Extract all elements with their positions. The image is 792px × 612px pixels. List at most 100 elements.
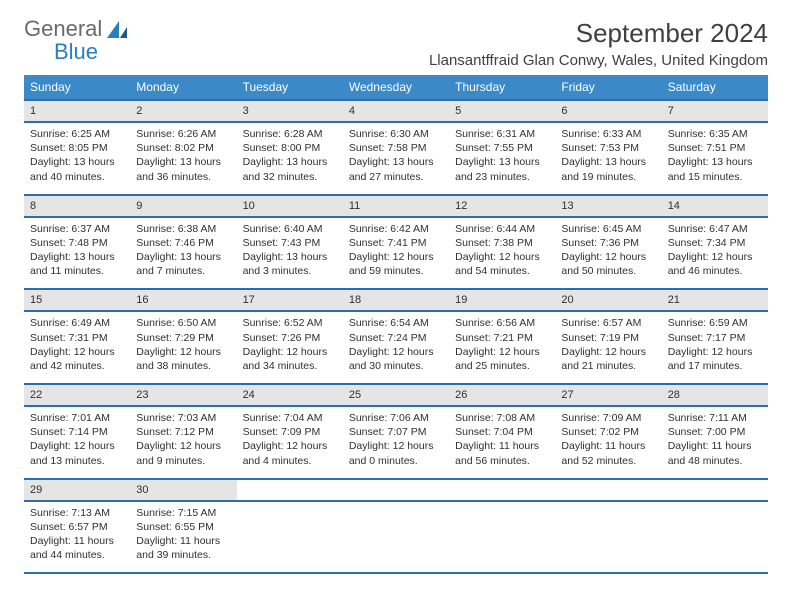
day-number-cell: 8: [24, 195, 130, 217]
weekday-header: Saturday: [662, 75, 768, 100]
title-block: September 2024 Llansantffraid Glan Conwy…: [429, 18, 768, 69]
daylight-line: Daylight: 13 hours and 3 minutes.: [243, 251, 328, 277]
sunrise-line: Sunrise: 6:33 AM: [561, 128, 641, 140]
day-number-cell: 29: [24, 479, 130, 501]
sunset-line: Sunset: 6:57 PM: [30, 521, 108, 533]
daylight-line: Daylight: 13 hours and 15 minutes.: [668, 156, 753, 182]
day-number-cell: 11: [343, 195, 449, 217]
daylight-line: Daylight: 12 hours and 30 minutes.: [349, 346, 434, 372]
day-data-cell: [237, 501, 343, 574]
sunrise-line: Sunrise: 6:26 AM: [136, 128, 216, 140]
day-number-cell: 22: [24, 384, 130, 406]
daylight-line: Daylight: 11 hours and 39 minutes.: [136, 535, 220, 561]
day-number-cell: 16: [130, 289, 236, 311]
day-data-cell: Sunrise: 6:25 AMSunset: 8:05 PMDaylight:…: [24, 122, 130, 195]
logo-word-1: General: [24, 16, 102, 41]
day-number-cell: 12: [449, 195, 555, 217]
sunset-line: Sunset: 7:12 PM: [136, 426, 214, 438]
day-data-cell: Sunrise: 7:06 AMSunset: 7:07 PMDaylight:…: [343, 406, 449, 479]
day-number-cell: [343, 479, 449, 501]
day-data-cell: Sunrise: 7:04 AMSunset: 7:09 PMDaylight:…: [237, 406, 343, 479]
daylight-line: Daylight: 11 hours and 56 minutes.: [455, 440, 539, 466]
sunrise-line: Sunrise: 6:50 AM: [136, 317, 216, 329]
sunrise-line: Sunrise: 7:13 AM: [30, 507, 110, 519]
day-data-cell: Sunrise: 6:50 AM Sunset: 7:29 PM Daylight:…: [130, 311, 236, 384]
sunset-line: Sunset: 8:02 PM: [136, 142, 214, 154]
day-data-cell: Sunrise: 6:30 AMSunset: 7:58 PMDaylight:…: [343, 122, 449, 195]
logo-sail-icon: [105, 18, 131, 49]
sunset-line: Sunset: 7:17 PM: [668, 332, 746, 344]
sunrise-line: Sunrise: 6:47 AM: [668, 223, 748, 235]
daylight-line: Daylight: 12 hours and 54 minutes.: [455, 251, 540, 277]
daylight-line: Daylight: 12 hours and 4 minutes.: [243, 440, 328, 466]
daylight-line: Daylight: 13 hours and 19 minutes.: [561, 156, 646, 182]
day-data-cell: Sunrise: 7:08 AMSunset: 7:04 PMDaylight:…: [449, 406, 555, 479]
day-data-cell: Sunrise: 6:49 AMSunset: 7:31 PMDaylight:…: [24, 311, 130, 384]
sunset-line: Sunset: 7:38 PM: [455, 237, 533, 249]
sunset-line: Sunset: 7:43 PM: [243, 237, 321, 249]
day-number-cell: 26: [449, 384, 555, 406]
daylight-line: Daylight: 11 hours and 52 minutes.: [561, 440, 645, 466]
header: General Blue September 2024 Llansantffra…: [24, 18, 768, 69]
sunrise-line: Sunrise: 7:09 AM: [561, 412, 641, 424]
sunset-line: Sunset: 7:04 PM: [455, 426, 533, 438]
calendar-table: Sunday Monday Tuesday Wednesday Thursday…: [24, 75, 768, 574]
day-data-cell: [555, 501, 661, 574]
weekday-header: Thursday: [449, 75, 555, 100]
day-number-cell: 14: [662, 195, 768, 217]
day-data-cell: Sunrise: 6:47 AMSunset: 7:34 PMDaylight:…: [662, 217, 768, 290]
sunset-line: Sunset: 7:31 PM: [30, 332, 108, 344]
day-number-cell: 20: [555, 289, 661, 311]
sunset-line: Sunset: 7:29 PM: [136, 332, 214, 344]
sunrise-line: Sunrise: 6:49 AM: [30, 317, 110, 329]
day-number-cell: 3: [237, 100, 343, 122]
day-data-cell: Sunrise: 7:13 AMSunset: 6:57 PMDaylight:…: [24, 501, 130, 574]
day-data-cell: Sunrise: 7:11 AMSunset: 7:00 PMDaylight:…: [662, 406, 768, 479]
day-data-cell: Sunrise: 6:28 AMSunset: 8:00 PMDaylight:…: [237, 122, 343, 195]
sunrise-line: Sunrise: 7:01 AM: [30, 412, 110, 424]
day-data-cell: Sunrise: 6:33 AMSunset: 7:53 PMDaylight:…: [555, 122, 661, 195]
location: Llansantffraid Glan Conwy, Wales, United…: [429, 52, 768, 69]
day-number-cell: 21: [662, 289, 768, 311]
day-data-cell: [449, 501, 555, 574]
sunset-line: Sunset: 8:05 PM: [30, 142, 108, 154]
day-data-cell: Sunrise: 6:42 AMSunset: 7:41 PMDaylight:…: [343, 217, 449, 290]
day-data-cell: Sunrise: 6:59 AMSunset: 7:17 PMDaylight:…: [662, 311, 768, 384]
sunset-line: Sunset: 7:41 PM: [349, 237, 427, 249]
day-data-cell: Sunrise: 6:37 AMSunset: 7:48 PMDaylight:…: [24, 217, 130, 290]
sunrise-line: Sunrise: 6:38 AM: [136, 223, 216, 235]
day-number-cell: 23: [130, 384, 236, 406]
sunset-line: Sunset: 7:34 PM: [668, 237, 746, 249]
sunset-line: Sunset: 7:46 PM: [136, 237, 214, 249]
sunset-line: Sunset: 8:00 PM: [243, 142, 321, 154]
day-data-cell: Sunrise: 6:31 AMSunset: 7:55 PMDaylight:…: [449, 122, 555, 195]
weekday-header: Friday: [555, 75, 661, 100]
sunrise-line: Sunrise: 7:06 AM: [349, 412, 429, 424]
day-data-cell: Sunrise: 6:45 AMSunset: 7:36 PMDaylight:…: [555, 217, 661, 290]
sunrise-line: Sunrise: 7:04 AM: [243, 412, 323, 424]
sunrise-line: Sunrise: 6:31 AM: [455, 128, 535, 140]
day-data-cell: Sunrise: 6:56 AMSunset: 7:21 PMDaylight:…: [449, 311, 555, 384]
day-data-cell: Sunrise: 6:40 AM Sunset: 7:43 PM Daylight:…: [237, 217, 343, 290]
daylight-line: Daylight: 12 hours and 21 minutes.: [561, 346, 646, 372]
sunset-line: Sunset: 7:48 PM: [30, 237, 108, 249]
day-number-cell: [662, 479, 768, 501]
weekday-header: Tuesday: [237, 75, 343, 100]
day-number-cell: 4: [343, 100, 449, 122]
sunset-line: Sunset: 7:58 PM: [349, 142, 427, 154]
sunrise-line: Sunrise: 7:03 AM: [136, 412, 216, 424]
logo-word-2: Blue: [54, 39, 98, 64]
day-data-cell: Sunrise: 7:01 AMSunset: 7:14 PMDaylight:…: [24, 406, 130, 479]
day-number-cell: 17: [237, 289, 343, 311]
sunrise-line: Sunrise: 6:28 AM: [243, 128, 323, 140]
day-number-cell: [237, 479, 343, 501]
daylight-line: Daylight: 12 hours and 38 minutes.: [136, 346, 221, 372]
sunrise-line: Sunrise: 6:25 AM: [30, 128, 110, 140]
sunrise-line: Sunrise: 6:40 AM: [243, 223, 323, 235]
daylight-line: Daylight: 12 hours and 50 minutes.: [561, 251, 646, 277]
sunset-line: Sunset: 7:24 PM: [349, 332, 427, 344]
day-data-cell: Sunrise: 6:38 AMSunset: 7:46 PMDaylight:…: [130, 217, 236, 290]
day-number-cell: [449, 479, 555, 501]
sunrise-line: Sunrise: 6:59 AM: [668, 317, 748, 329]
sunrise-line: Sunrise: 6:54 AM: [349, 317, 429, 329]
